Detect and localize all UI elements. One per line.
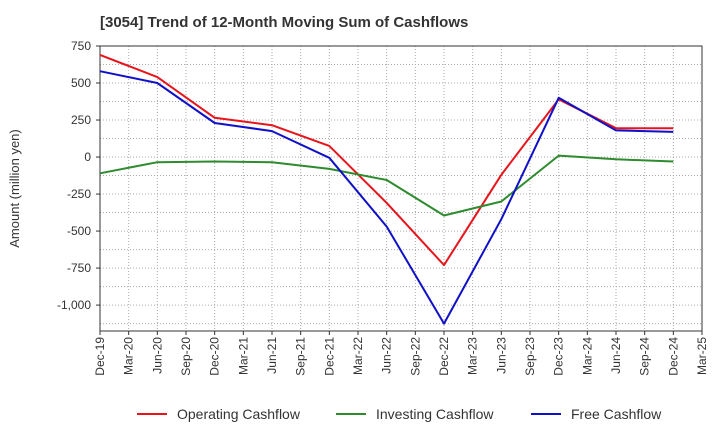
x-tick-label: Dec-20 [208,337,222,376]
y-tick-label: -1,000 [57,298,91,312]
x-tick-label: Mar-25 [695,337,709,375]
legend-label-investing-cashflow: Investing Cashflow [376,406,494,422]
x-tick-label: Jun-21 [265,337,279,374]
x-tick-label: Sep-24 [638,337,652,376]
x-tick-label: Sep-23 [523,337,537,376]
series-line-free-cashflow [99,70,674,325]
x-tick-label: Sep-22 [408,337,422,376]
x-tick-label: Dec-23 [552,337,566,376]
x-tick-label: Mar-24 [580,337,594,375]
y-tick-label: -250 [67,187,91,201]
legend-label-operating-cashflow: Operating Cashflow [177,406,301,422]
y-axis-title: Amount (million yen) [7,129,22,248]
x-tick-label: Jun-24 [609,337,623,374]
legend-layer: Operating Cashflow Investing Cashflow Free… [137,406,662,422]
x-tick-label: Dec-24 [666,337,680,376]
series-line-investing-cashflow [99,154,674,217]
x-tick-label: Jun-20 [150,337,164,374]
y-tick-label: -750 [67,261,91,275]
y-tick-label: -500 [67,224,91,238]
x-tick-label: Sep-21 [294,337,308,376]
x-tick-label: Jun-22 [380,337,394,374]
legend-label-free-cashflow: Free Cashflow [571,406,662,422]
series-layer [99,53,674,325]
x-tick-label: Dec-19 [93,337,107,376]
y-tick-label: 500 [71,76,91,90]
axis-layer: 750 500 250 0 -250 -500 -750 -1,000 Dec-19 Mar-20… [7,39,709,376]
y-tick-label: 750 [71,39,91,53]
x-tick-label: Jun-23 [494,337,508,374]
x-tick-label: Mar-21 [236,337,250,375]
y-tick-label: 250 [71,113,91,127]
x-tick-label: Mar-20 [122,337,136,375]
x-tick-label: Mar-22 [351,337,365,375]
x-tick-label: Sep-20 [179,337,193,376]
chart-title: [3054] Trend of 12-Month Moving Sum of C… [100,14,469,31]
plot-frame [99,45,703,332]
x-tick-label: Dec-22 [437,337,451,376]
y-tick-label: 0 [84,150,91,164]
x-tick-label: Mar-23 [466,337,480,375]
x-tick-label: Dec-21 [322,337,336,376]
